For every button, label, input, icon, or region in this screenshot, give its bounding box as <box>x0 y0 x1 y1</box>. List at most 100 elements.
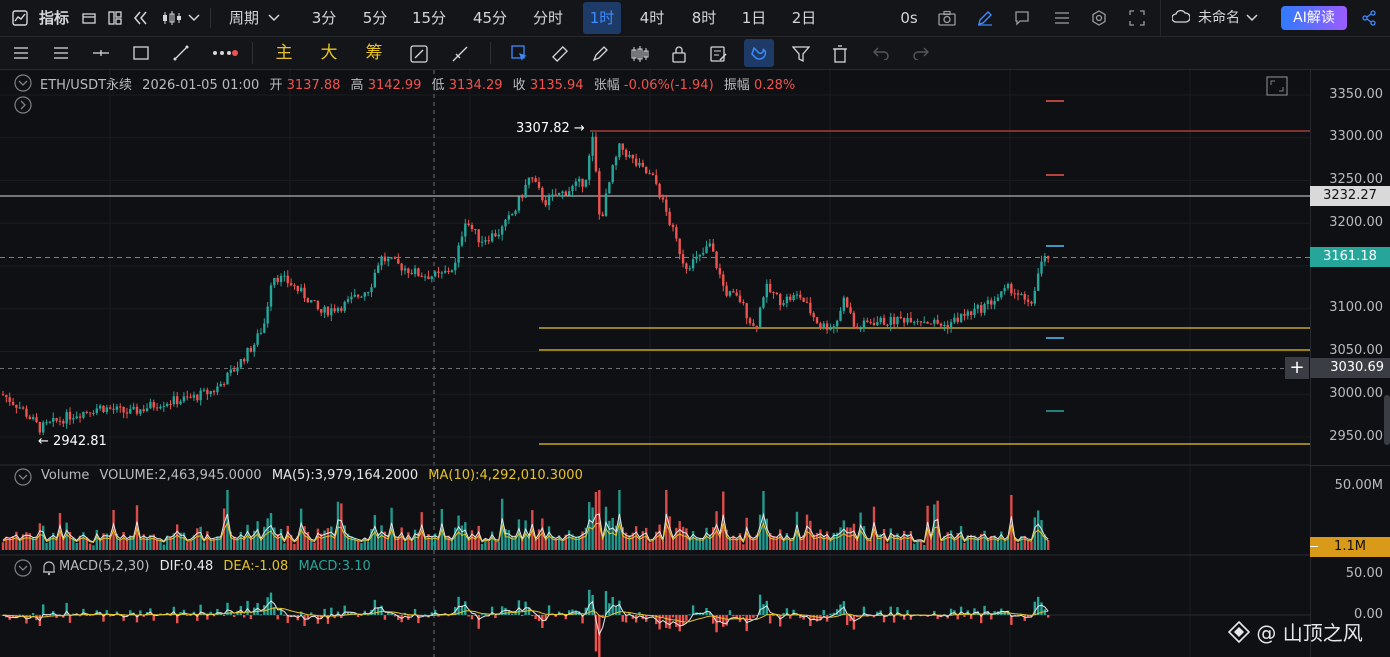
fullscreen-icon[interactable] <box>1129 10 1145 26</box>
volume-bar <box>410 541 413 550</box>
calculator-icon[interactable] <box>410 45 428 63</box>
volume-bar <box>356 540 360 550</box>
settings-icon[interactable] <box>1091 10 1107 26</box>
share-icon[interactable] <box>1361 10 1377 26</box>
collapse-icon[interactable] <box>14 559 32 577</box>
layout-icon[interactable] <box>108 11 122 25</box>
horizontal-lines-icon[interactable] <box>53 46 69 60</box>
volume-bar <box>638 536 641 550</box>
undo-icon[interactable] <box>872 46 890 60</box>
lock-icon[interactable] <box>671 45 687 63</box>
chevron-down-icon[interactable] <box>1246 14 1258 22</box>
candle-body <box>658 183 661 198</box>
folder-icon[interactable] <box>82 11 96 25</box>
candle-body <box>604 193 608 217</box>
volume-bar <box>480 543 484 550</box>
interval-15m[interactable]: 15分 <box>411 9 447 27</box>
candle-body <box>698 254 701 257</box>
pen-icon[interactable] <box>977 10 993 26</box>
measure-icon[interactable] <box>451 45 469 63</box>
redo-icon[interactable] <box>912 46 930 60</box>
interval-4h[interactable]: 4时 <box>639 9 665 27</box>
chip-distribution-toggle[interactable]: 筹 <box>365 43 383 63</box>
cloud-icon[interactable] <box>1172 10 1190 24</box>
macd-bar <box>256 602 259 615</box>
scrollbar[interactable] <box>1384 395 1390 445</box>
indicator-button[interactable]: 指标 <box>38 9 69 27</box>
cursor-select-icon[interactable] <box>511 45 529 63</box>
interval-5m[interactable]: 5分 <box>362 9 388 27</box>
brush-icon[interactable] <box>591 45 609 63</box>
macd-bar <box>504 607 507 615</box>
trash-icon[interactable] <box>832 45 848 63</box>
volume-bar <box>196 528 199 550</box>
period-dropdown[interactable]: 周期 <box>228 9 259 27</box>
main-chart-toggle[interactable]: 主 <box>275 43 293 63</box>
volume-bar <box>645 527 648 550</box>
candle-body <box>450 270 454 273</box>
trendline-icon[interactable] <box>173 45 189 61</box>
layout-name[interactable]: 未命名 <box>1198 10 1240 26</box>
big-order-toggle[interactable]: 大 <box>320 43 338 63</box>
candle-body <box>259 332 263 334</box>
more-tools-icon[interactable] <box>212 49 238 57</box>
macd-bar <box>249 615 253 620</box>
filter-icon[interactable] <box>792 45 810 63</box>
candle-body <box>1020 294 1023 296</box>
interval-1d[interactable]: 1日 <box>741 9 767 27</box>
interval-45m[interactable]: 45分 <box>472 9 508 27</box>
expand-icon[interactable] <box>14 96 32 114</box>
edit-template-icon[interactable] <box>710 45 728 63</box>
rewind-icon[interactable] <box>133 11 149 25</box>
volume-bar <box>78 535 82 550</box>
interval-8h[interactable]: 8时 <box>691 9 717 27</box>
top-bar: 指标 周期 3分 5分 15分 45分 分时 1时 4时 8时 1日 2日 0s… <box>0 0 1390 37</box>
ruler-icon[interactable] <box>551 45 569 63</box>
volume-bar <box>72 537 75 550</box>
volume-bar <box>82 532 85 550</box>
macd-histogram <box>1 589 1050 657</box>
chart-icon[interactable] <box>12 10 28 26</box>
macd-bar <box>1023 615 1026 621</box>
open-value: 3137.88 <box>286 78 341 93</box>
candlestick-chart[interactable] <box>0 70 1310 657</box>
candle-body <box>728 291 732 296</box>
macd-bar <box>1030 615 1033 617</box>
ai-interpret-button[interactable]: AI解读 <box>1281 6 1347 30</box>
chevron-down-icon[interactable] <box>188 14 200 22</box>
candle-body <box>822 323 825 329</box>
bell-icon[interactable] <box>41 560 57 576</box>
collapse-icon[interactable] <box>14 74 32 92</box>
macd-bar <box>604 591 608 615</box>
candle-type-icon[interactable] <box>162 10 182 26</box>
volume-bar <box>497 541 500 550</box>
candle-body <box>256 333 259 345</box>
macd-bar <box>618 600 621 615</box>
volume-bar <box>132 535 135 550</box>
maximize-icon[interactable] <box>1266 76 1288 96</box>
camera-icon[interactable] <box>938 10 956 26</box>
comment-icon[interactable] <box>1014 10 1030 26</box>
interval-3m[interactable]: 3分 <box>311 9 337 27</box>
rectangle-icon[interactable] <box>133 46 149 60</box>
interval-1h[interactable]: 1时 <box>583 2 621 34</box>
candle-body <box>303 287 306 299</box>
horizontal-ray-icon[interactable] <box>92 46 110 60</box>
list-icon[interactable] <box>1054 11 1070 25</box>
interval-timeshare[interactable]: 分时 <box>532 9 563 27</box>
macd-bar <box>986 611 990 615</box>
candles-tool-icon[interactable] <box>630 45 650 63</box>
collapse-icon[interactable] <box>14 468 32 486</box>
candle-body <box>768 283 772 292</box>
interval-2d[interactable]: 2日 <box>791 9 817 27</box>
candle-body <box>82 411 85 418</box>
menu-icon[interactable] <box>13 46 29 60</box>
volume-bar <box>474 535 477 550</box>
candle-body <box>253 344 256 352</box>
chevron-down-icon[interactable] <box>268 14 280 22</box>
add-alert-button[interactable]: + <box>1285 357 1309 379</box>
candle-body <box>782 303 785 305</box>
candle-body <box>45 422 48 424</box>
candle-body <box>762 297 765 308</box>
magnet-icon[interactable] <box>750 45 768 63</box>
